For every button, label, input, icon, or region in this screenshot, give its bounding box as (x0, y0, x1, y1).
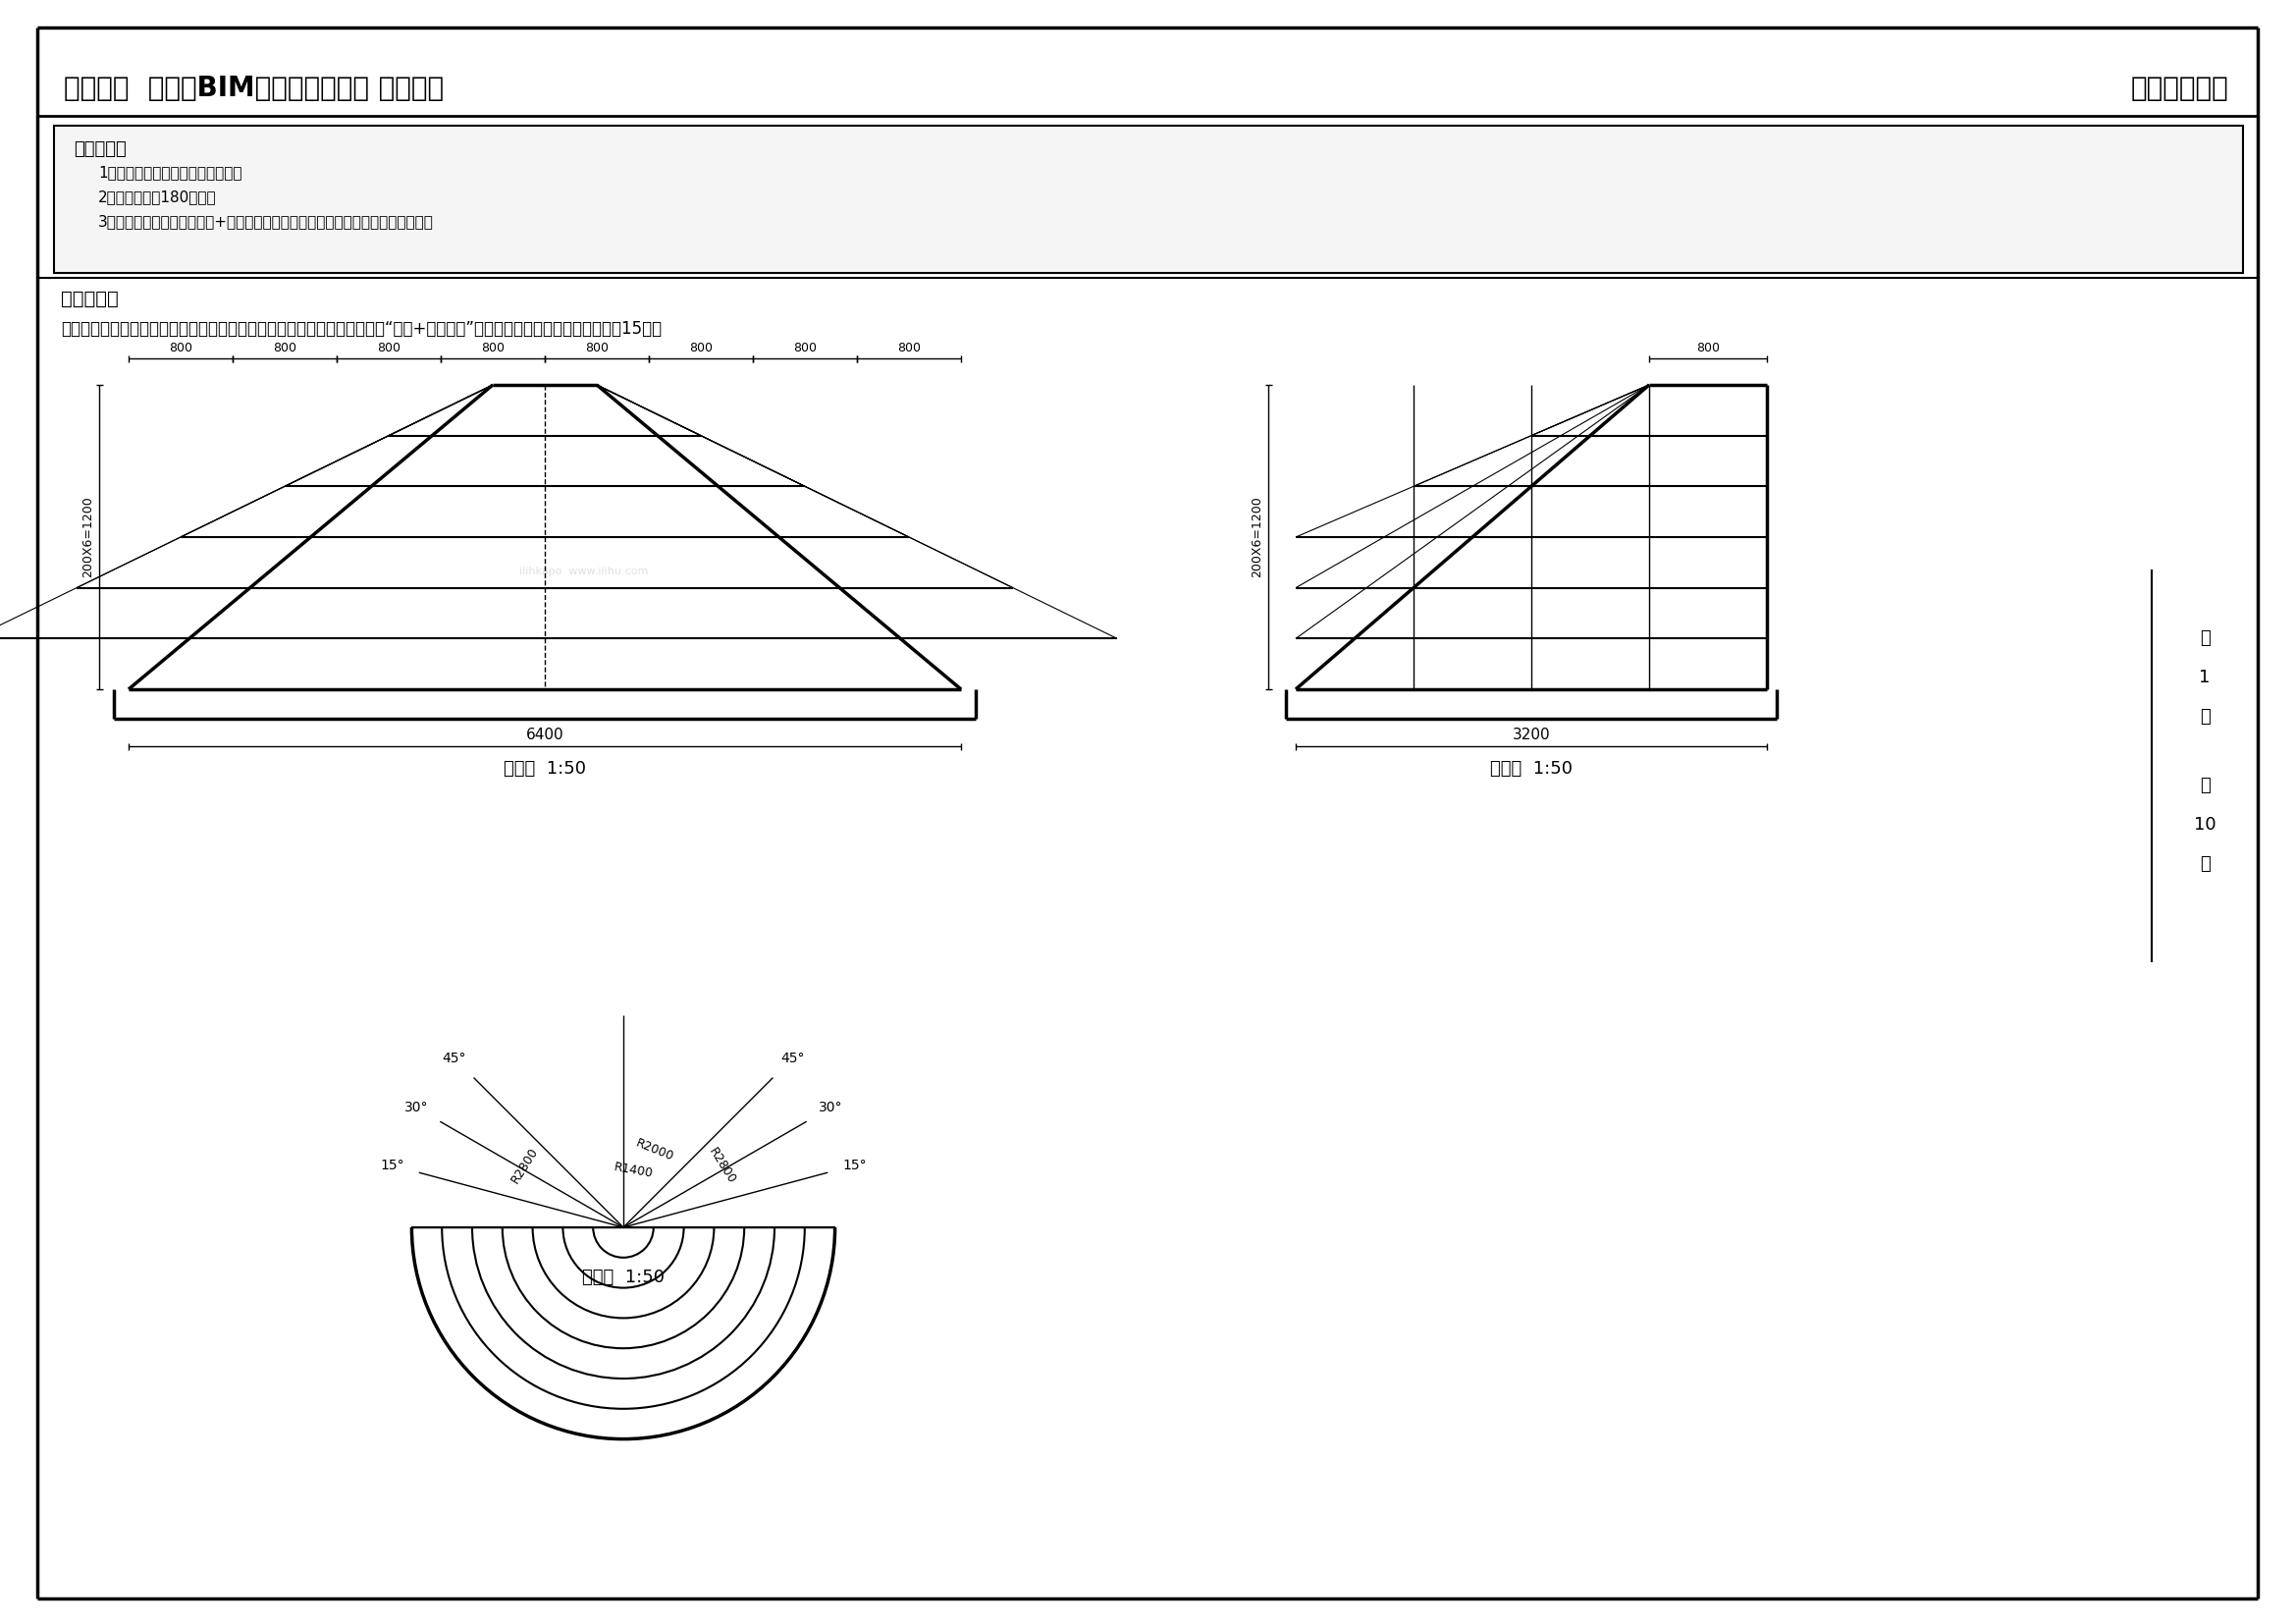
Text: R2800: R2800 (707, 1145, 737, 1186)
Text: 800: 800 (792, 341, 817, 354)
Text: 800: 800 (480, 341, 505, 354)
Text: 30°: 30° (817, 1101, 843, 1114)
Text: 15°: 15° (381, 1158, 404, 1173)
Text: 中国图学学会: 中国图学学会 (2131, 75, 2229, 102)
Text: 页: 页 (2200, 708, 2211, 726)
Text: 15°: 15° (843, 1158, 866, 1173)
Text: 页: 页 (2200, 856, 2211, 872)
Text: 800: 800 (689, 341, 712, 354)
Text: 45°: 45° (781, 1051, 804, 1065)
Text: 800: 800 (170, 341, 193, 354)
Text: 3、新建文件夹（以准考证号+姓名命名），用于存放此次考试中生成的全部文件。: 3、新建文件夹（以准考证号+姓名命名），用于存放此次考试中生成的全部文件。 (99, 214, 434, 229)
Text: 共: 共 (2200, 776, 2211, 794)
Text: R1400: R1400 (613, 1160, 654, 1179)
Text: 10: 10 (2193, 815, 2216, 833)
Text: 30°: 30° (404, 1101, 429, 1114)
Text: 俧视图  1:50: 俧视图 1:50 (583, 1268, 664, 1286)
Text: 3200: 3200 (1513, 728, 1550, 742)
Text: 800: 800 (273, 341, 296, 354)
Text: 一、根据给定尺寸建立台阶模型，图中所有曲线均为圆弧，请将模型文件以“台阶+考生姓名”为文件名保存到考生文件夹中。（15分）: 一、根据给定尺寸建立台阶模型，图中所有曲线均为圆弧，请将模型文件以“台阶+考生姓… (62, 320, 661, 338)
Text: 主视图  1:50: 主视图 1:50 (503, 760, 585, 778)
Text: 试题部分：: 试题部分： (62, 289, 119, 309)
Text: 45°: 45° (443, 1051, 466, 1065)
Text: 侧视图  1:50: 侧视图 1:50 (1490, 760, 1573, 778)
Text: 800: 800 (585, 341, 608, 354)
Text: R2800: R2800 (510, 1145, 540, 1186)
Text: 800: 800 (898, 341, 921, 354)
Text: 第: 第 (2200, 630, 2211, 646)
Text: 第十二期  「全国BIM技能等级考试」 一级试题: 第十二期 「全国BIM技能等级考试」 一级试题 (64, 75, 443, 102)
Text: 200X6=1200: 200X6=1200 (80, 497, 94, 578)
Text: 1、考试方式：计算机操作，闭卷；: 1、考试方式：计算机操作，闭卷； (99, 166, 241, 180)
Text: 考试要求：: 考试要求： (73, 140, 126, 158)
Bar (55, 125, 2243, 273)
Text: 200X6=1200: 200X6=1200 (1251, 497, 1263, 578)
Text: R2000: R2000 (634, 1137, 675, 1164)
Text: 6400: 6400 (526, 728, 565, 742)
Text: 800: 800 (377, 341, 400, 354)
Text: 2、考试时间为180分钟；: 2、考试时间为180分钟； (99, 190, 216, 205)
Text: ilihkapo  www.ilihu.com: ilihkapo www.ilihu.com (519, 567, 647, 577)
Text: 1: 1 (2200, 669, 2211, 687)
Text: 800: 800 (1697, 341, 1720, 354)
